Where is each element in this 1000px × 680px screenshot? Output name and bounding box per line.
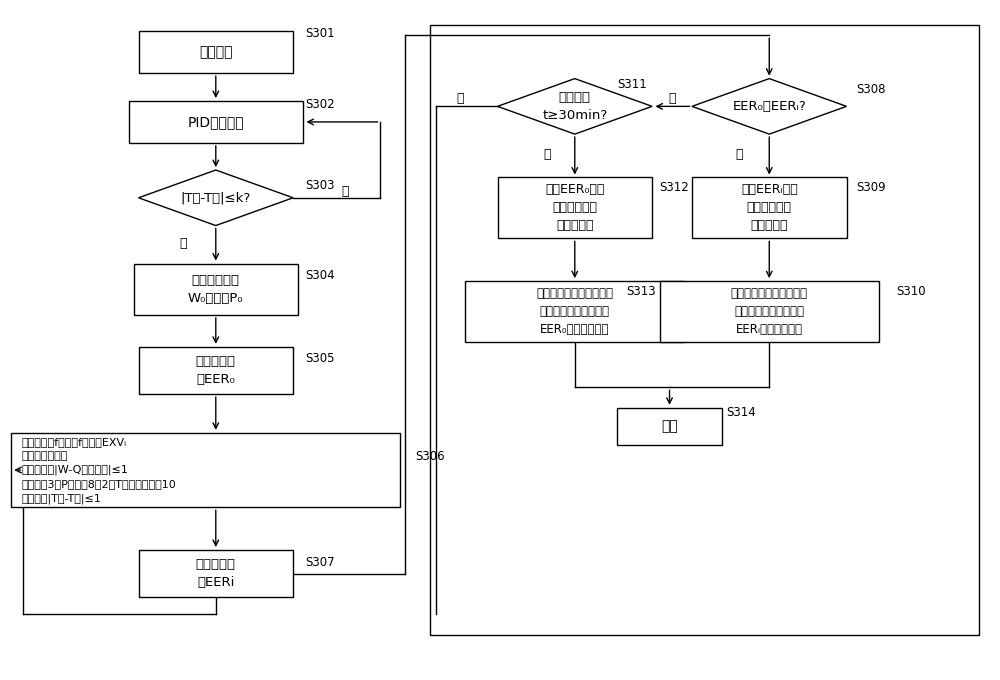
FancyBboxPatch shape [692, 177, 847, 239]
FancyBboxPatch shape [11, 432, 400, 507]
Text: S313: S313 [627, 285, 656, 298]
Text: S310: S310 [896, 285, 926, 298]
Text: 控制变量：f風机、f压机、EXVᵢ
给定约束条件：
能力约束：|W-Q能力需求|≤1
可靠性：3＜P压比＜8；2＜T吸气过热度＜10
舒适度：|T环-T设|≤1: 控制变量：f風机、f压机、EXVᵢ 给定约束条件： 能力约束：|W-Q能力需求|… [21, 437, 176, 503]
FancyBboxPatch shape [139, 31, 293, 73]
Text: 调控时间
t≥30min?: 调控时间 t≥30min? [542, 91, 607, 122]
Text: S303: S303 [306, 179, 335, 192]
FancyBboxPatch shape [617, 408, 722, 445]
Text: 再次启动稳定后，若检测
到相同工况时，直接以
EER₀时的参数运行: 再次启动稳定后，若检测 到相同工况时，直接以 EER₀时的参数运行 [536, 287, 613, 336]
Text: S304: S304 [306, 269, 335, 282]
Text: 是: 是 [179, 237, 187, 250]
Text: |T环-T设|≤k?: |T环-T设|≤k? [181, 191, 251, 204]
Polygon shape [692, 79, 847, 134]
Text: 是: 是 [736, 148, 743, 161]
Text: PID控制运行: PID控制运行 [187, 115, 244, 129]
Text: 结束: 结束 [661, 420, 678, 434]
Text: 再次启动稳定后，若检测
到相同工况时，直接以
EERᵢ时的参数运行: 再次启动稳定后，若检测 到相同工况时，直接以 EERᵢ时的参数运行 [731, 287, 808, 336]
Text: 是: 是 [543, 148, 551, 161]
Text: S312: S312 [660, 181, 689, 194]
Text: S308: S308 [856, 83, 886, 96]
Text: S302: S302 [306, 98, 335, 111]
FancyBboxPatch shape [660, 281, 879, 342]
Text: S311: S311 [618, 78, 647, 90]
Polygon shape [498, 79, 652, 134]
Text: S314: S314 [726, 406, 756, 419]
Text: S306: S306 [415, 450, 445, 463]
Text: 记录EERᵢ的相
关参数，并以
此参数运行: 记录EERᵢ的相 关参数，并以 此参数运行 [741, 184, 798, 233]
FancyBboxPatch shape [134, 264, 298, 315]
FancyBboxPatch shape [139, 550, 293, 597]
FancyBboxPatch shape [129, 101, 303, 143]
Text: 否: 否 [669, 92, 676, 105]
FancyBboxPatch shape [139, 347, 293, 394]
Text: 记录EER₀的相
关参数，并以
此参数运行: 记录EER₀的相 关参数，并以 此参数运行 [545, 184, 604, 233]
Text: EER₀＜EERᵢ?: EER₀＜EERᵢ? [732, 100, 806, 113]
Text: 模型计算能力
W₀、功率P₀: 模型计算能力 W₀、功率P₀ [188, 274, 244, 305]
Text: 计算当前能
效EERi: 计算当前能 效EERi [196, 558, 236, 589]
Text: S309: S309 [856, 181, 886, 194]
Text: 否: 否 [456, 92, 464, 105]
Text: S305: S305 [306, 352, 335, 365]
Text: 计算参考能
效EER₀: 计算参考能 效EER₀ [196, 355, 236, 386]
Text: 空调启动: 空调启动 [199, 45, 233, 59]
FancyBboxPatch shape [498, 177, 652, 239]
FancyBboxPatch shape [465, 281, 684, 342]
Polygon shape [139, 170, 293, 226]
Text: S307: S307 [306, 556, 335, 568]
Text: S301: S301 [306, 27, 335, 40]
Text: 否: 否 [342, 184, 349, 197]
